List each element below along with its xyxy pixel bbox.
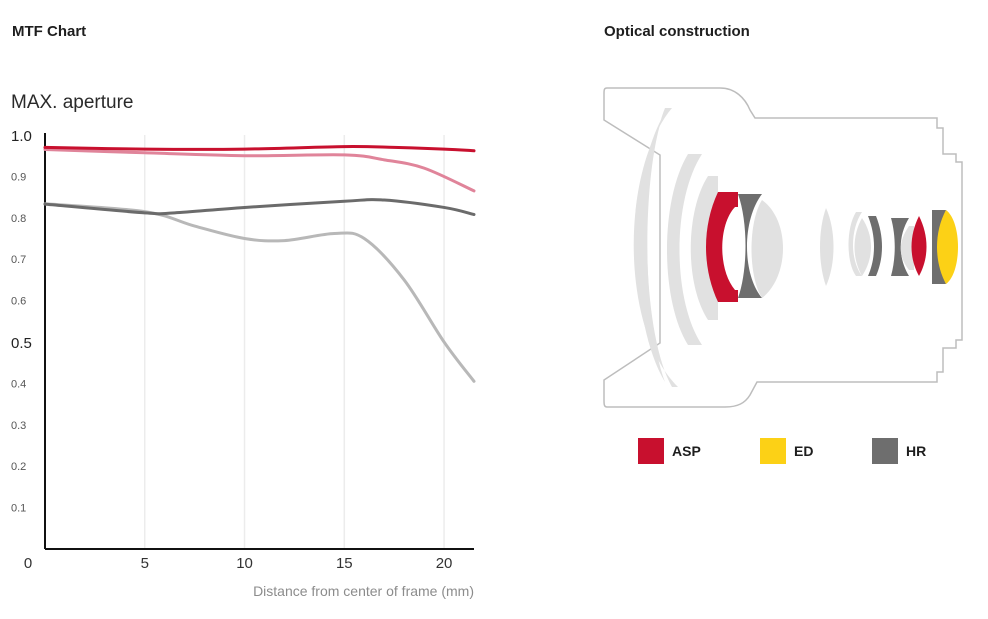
y-tick-label: 0.4 [11,378,26,390]
chart-series [43,145,476,383]
lens-element-9 [854,218,871,276]
legend-ed: ED [760,438,813,464]
x-tick-label: 10 [236,555,253,572]
y-tick-label: 0.1 [11,503,26,515]
x-axis-label: Distance from center of frame (mm) [253,583,474,599]
legend-ed-swatch [760,438,786,464]
x-tick-label: 20 [436,555,453,572]
lens-element-asp-1-inner [722,207,738,290]
lens-element-ed [937,210,958,284]
lens-element-hr-2 [868,216,882,276]
optical-construction-heading: Optical construction [604,23,750,40]
y-tick-label: 0.7 [11,254,26,266]
lens-element-hr-4 [932,210,946,284]
mtf-series-line-1 [43,145,476,153]
lens-element-hr-3 [891,218,909,276]
legend-hr: HR [872,438,926,464]
lens-element-6 [751,200,783,298]
mtf-chart: 1.0 0.9 0.8 0.7 0.6 0.5 0.4 0.3 0.2 0.1 0 5 10 15 20 M… [11,92,476,599]
legend-hr-swatch [872,438,898,464]
x-tick-label: 5 [141,555,149,572]
chart-axes: 1.0 0.9 0.8 0.7 0.6 0.5 0.4 0.3 0.2 0.1 0 5 10 15 20 [11,128,474,572]
lens-element-11 [900,226,914,270]
y-tick-label: 0.9 [11,171,26,183]
y-tick-label: 0.6 [11,296,26,308]
mtf-series-line-2 [43,147,476,193]
legend-asp-label: ASP [672,443,701,459]
y-tick-label: 0.5 [11,335,32,352]
x-tick-label: 0 [24,555,32,572]
mtf-series-line-3 [43,198,476,216]
lens-element-7 [820,208,834,286]
lens-element-hr-1 [738,194,762,298]
legend-ed-label: ED [794,443,814,459]
lens-barrel-outline [603,87,963,408]
lens-element-1-body [636,118,665,382]
chart-title: MAX. aperture [11,92,134,113]
x-tick-label: 15 [336,555,353,572]
y-tick-label: 0.2 [11,461,26,473]
lens-element-8 [848,212,862,276]
legend-hr-label: HR [906,443,927,459]
chart-grid [144,135,445,549]
y-tick-label: 0.3 [11,420,26,432]
legend-asp: ASP [638,438,701,464]
legend-asp-swatch [638,438,664,464]
y-tick-label: 0.8 [11,213,26,225]
lens-element-2 [667,154,702,345]
y-tick-label: 1.0 [11,128,32,145]
lens-element-asp-2 [911,216,927,276]
mtf-chart-heading: MTF Chart [12,23,87,40]
